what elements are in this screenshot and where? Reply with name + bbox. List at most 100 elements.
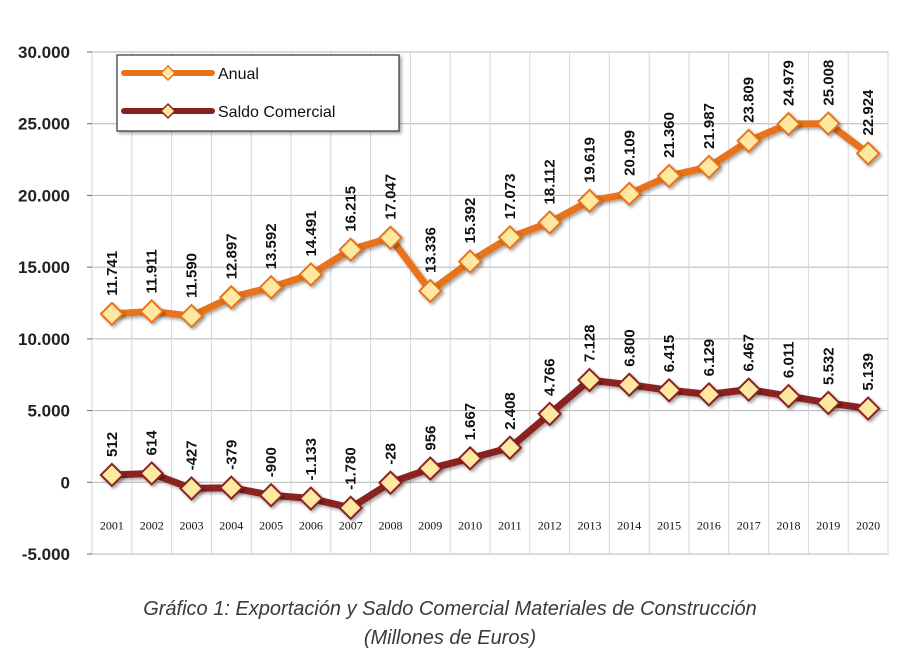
y-tick-label: -5.000 bbox=[22, 545, 70, 564]
data-label: 614 bbox=[144, 430, 161, 456]
data-label: 21.360 bbox=[661, 112, 678, 158]
data-point-marker bbox=[855, 141, 881, 166]
data-point-marker bbox=[139, 299, 165, 324]
data-point-marker bbox=[298, 262, 324, 287]
data-point-marker bbox=[815, 111, 841, 137]
x-tick-label: 2019 bbox=[816, 518, 840, 532]
y-tick-label: 30.000 bbox=[18, 43, 70, 62]
x-tick-label: 2008 bbox=[379, 518, 403, 532]
legend-marker-saldo bbox=[159, 102, 177, 120]
data-label: 20.109 bbox=[621, 130, 638, 176]
x-tick-label: 2018 bbox=[777, 518, 801, 532]
data-label: 11.911 bbox=[144, 249, 161, 293]
data-point-marker bbox=[776, 111, 801, 137]
data-label: 14.491 bbox=[303, 211, 320, 257]
y-tick-label: 25.000 bbox=[18, 115, 70, 134]
data-label: 2.408 bbox=[502, 392, 519, 430]
data-point-marker bbox=[378, 225, 403, 251]
data-label: -427 bbox=[184, 440, 201, 470]
data-label: 6.800 bbox=[621, 329, 638, 367]
data-label: 11.590 bbox=[184, 253, 201, 298]
legend-box bbox=[116, 54, 400, 132]
data-label: 6.415 bbox=[661, 335, 678, 373]
data-point-marker bbox=[776, 383, 801, 409]
x-tick-label: 2012 bbox=[538, 518, 562, 532]
data-point-marker bbox=[218, 284, 244, 310]
data-label: 18.112 bbox=[542, 159, 559, 204]
x-tick-label: 2003 bbox=[180, 518, 204, 532]
legend-marker-anual bbox=[159, 64, 177, 82]
data-point-marker bbox=[417, 456, 443, 481]
x-category-grid bbox=[91, 52, 889, 554]
data-label: 1.667 bbox=[462, 403, 479, 441]
data-label: 23.809 bbox=[741, 77, 758, 123]
x-tick-label: 2004 bbox=[219, 518, 243, 532]
data-label: 5.532 bbox=[820, 347, 837, 385]
x-tick-label: 2015 bbox=[657, 518, 681, 532]
data-point-marker bbox=[736, 377, 762, 402]
data-point-marker bbox=[139, 461, 165, 486]
data-point-marker bbox=[577, 188, 602, 214]
data-label: 12.897 bbox=[223, 233, 240, 279]
data-point-marker bbox=[736, 128, 762, 154]
data-point-marker bbox=[616, 372, 642, 398]
data-label: 6.011 bbox=[781, 341, 798, 378]
chart-caption-subtitle: (Millones de Euros) bbox=[363, 627, 537, 649]
x-tick-label: 2013 bbox=[578, 518, 602, 532]
y-axis-ticks: 30.000 25.000 20.000 15.000 10.000 5.000 0 -5.0… bbox=[18, 43, 92, 564]
data-point-marker bbox=[577, 367, 602, 393]
data-point-marker bbox=[656, 163, 682, 189]
x-tick-label: 2017 bbox=[737, 518, 761, 532]
data-point-marker bbox=[218, 475, 244, 501]
y-tick-label: 5.000 bbox=[27, 402, 70, 421]
data-label: 11.741 bbox=[104, 251, 121, 296]
y-tick-label: 0 bbox=[61, 473, 70, 492]
x-tick-label: 2007 bbox=[339, 518, 363, 532]
data-labels: 11.741 11.911 11.590 12.897 13.592 14.491 16.2… bbox=[104, 60, 877, 490]
x-tick-label: 2010 bbox=[458, 518, 482, 532]
x-tick-label: 2009 bbox=[418, 518, 442, 532]
data-point-marker bbox=[656, 377, 682, 403]
legend: Anual Saldo Comercial bbox=[116, 54, 400, 132]
x-tick-label: 2016 bbox=[697, 518, 721, 532]
data-point-marker bbox=[258, 482, 284, 508]
data-point-marker bbox=[378, 470, 403, 496]
data-label: -900 bbox=[263, 447, 280, 477]
data-point-marker bbox=[855, 396, 881, 421]
data-label: -379 bbox=[223, 440, 240, 470]
y-tick-label: 20.000 bbox=[18, 186, 70, 205]
data-label: 956 bbox=[422, 426, 439, 451]
x-tick-label: 2011 bbox=[498, 518, 522, 532]
data-label: 6.129 bbox=[701, 339, 718, 377]
data-label: 25.008 bbox=[820, 60, 837, 106]
data-label: -1.780 bbox=[343, 447, 360, 490]
x-tick-label: 2001 bbox=[100, 518, 124, 532]
data-label: 17.047 bbox=[383, 174, 400, 220]
data-point-marker bbox=[696, 381, 722, 407]
x-tick-label: 2002 bbox=[140, 518, 164, 532]
data-label: 19.619 bbox=[582, 137, 599, 183]
data-point-marker bbox=[99, 462, 125, 488]
data-label: 15.392 bbox=[462, 198, 479, 244]
data-point-marker bbox=[179, 475, 204, 501]
data-label: 21.987 bbox=[701, 103, 718, 149]
data-point-marker bbox=[815, 390, 841, 416]
data-point-marker bbox=[457, 445, 483, 471]
data-label: 512 bbox=[104, 432, 121, 457]
data-point-marker bbox=[616, 181, 642, 207]
data-label: 13.592 bbox=[263, 223, 280, 269]
data-label: -28 bbox=[383, 443, 400, 465]
data-label: 6.467 bbox=[741, 334, 758, 372]
data-point-marker bbox=[258, 274, 284, 300]
data-point-marker bbox=[179, 303, 204, 329]
data-point-marker bbox=[338, 495, 364, 521]
x-tick-label: 2020 bbox=[856, 518, 880, 532]
data-label: 5.139 bbox=[860, 353, 877, 391]
x-tick-label: 2014 bbox=[617, 518, 641, 532]
chart-caption-title: Gráfico 1: Exportación y Saldo Comercial… bbox=[143, 598, 757, 620]
series-layer bbox=[99, 111, 881, 521]
legend-label-saldo: Saldo Comercial bbox=[218, 104, 335, 121]
data-point-marker bbox=[696, 154, 722, 180]
y-tick-label: 15.000 bbox=[18, 258, 70, 277]
data-label: 24.979 bbox=[781, 60, 798, 106]
